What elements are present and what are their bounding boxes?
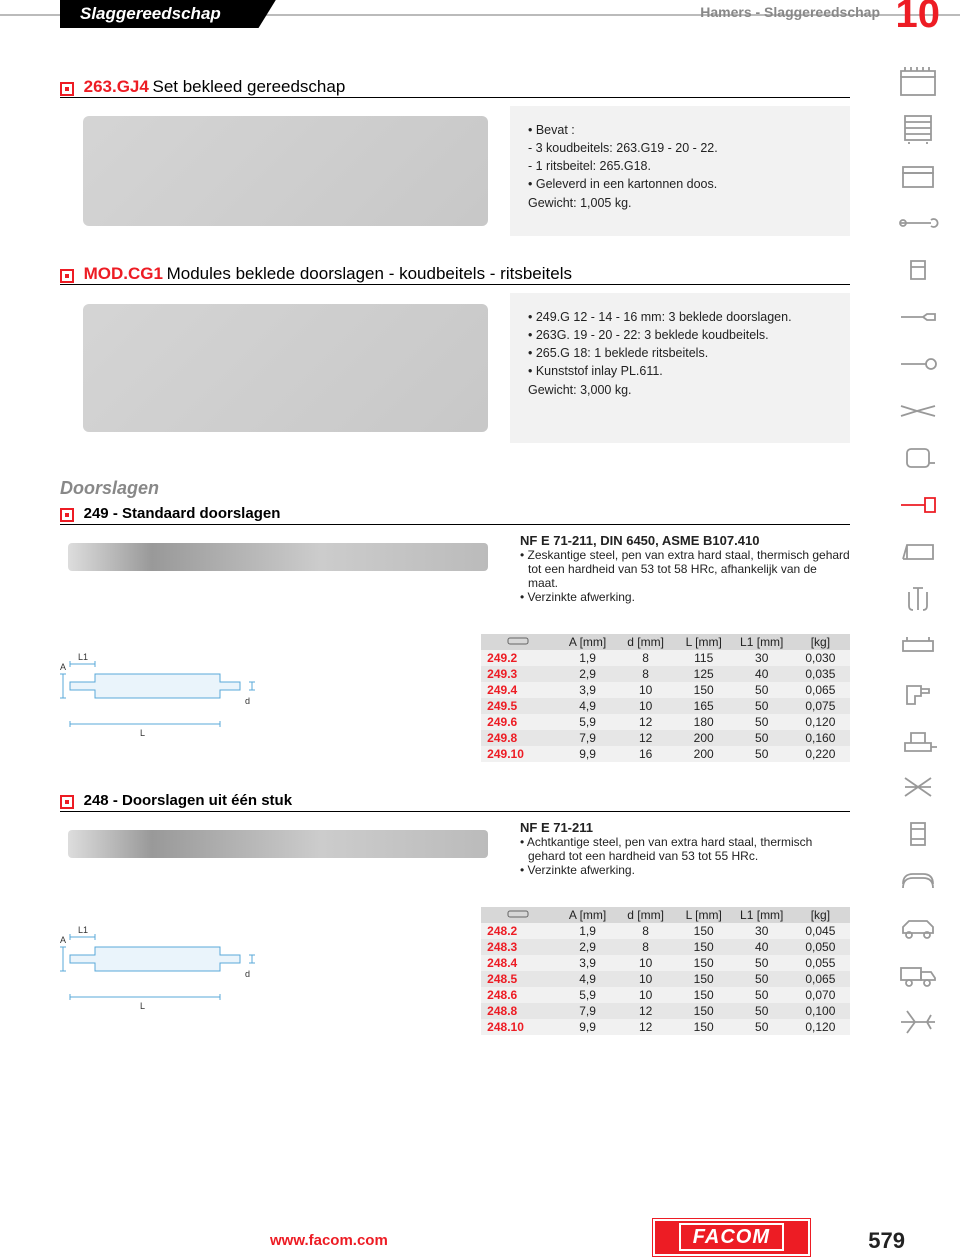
svg-text:d: d bbox=[245, 696, 250, 706]
ratchet-icon[interactable] bbox=[897, 347, 939, 381]
table-row: 248.32,98150400,050 bbox=[481, 939, 850, 955]
cabinet-icon[interactable] bbox=[897, 112, 939, 146]
product-name: Set bekleed gereedschap bbox=[152, 77, 345, 96]
footer-url[interactable]: www.facom.com bbox=[270, 1232, 388, 1249]
table-row: 249.109,916200500,220 bbox=[481, 746, 850, 762]
chapter-number: 10 bbox=[896, 0, 941, 37]
category-sidebar bbox=[888, 65, 948, 1039]
product-code: MOD.CG1 bbox=[84, 264, 163, 283]
relay-icon[interactable] bbox=[897, 817, 939, 851]
table-row: 248.87,912150500,100 bbox=[481, 1003, 850, 1019]
section-263gj4: 263.GJ4 Set bekleed gereedschap • Bevat … bbox=[60, 77, 850, 236]
puller-icon[interactable] bbox=[897, 582, 939, 616]
saw-icon[interactable] bbox=[897, 535, 939, 569]
svg-text:A: A bbox=[60, 935, 66, 945]
wrench-icon[interactable] bbox=[897, 206, 939, 240]
pliers-icon[interactable] bbox=[897, 394, 939, 428]
product-image bbox=[60, 106, 510, 236]
impact-icon[interactable] bbox=[897, 676, 939, 710]
product-name: Modules beklede doorslagen - koudbeitels… bbox=[167, 264, 572, 283]
table-row: 249.87,912200500,160 bbox=[481, 730, 850, 746]
table-row: 248.21,98150300,045 bbox=[481, 923, 850, 939]
svg-text:d: d bbox=[245, 969, 250, 979]
dimension-diagram: L1 A d L bbox=[60, 634, 261, 747]
svg-text:L: L bbox=[140, 1001, 145, 1011]
product-image bbox=[60, 820, 520, 877]
tape-icon[interactable] bbox=[897, 441, 939, 475]
toolbox-icon[interactable] bbox=[897, 65, 939, 99]
page-number: 579 bbox=[868, 1228, 905, 1254]
section-icon bbox=[60, 508, 74, 522]
breadcrumb: Hamers - Slaggereedschap bbox=[700, 4, 880, 20]
table-row: 248.54,910150500,065 bbox=[481, 971, 850, 987]
product-specs: NF E 71-211, DIN 6450, ASME B107.410 • Z… bbox=[520, 533, 850, 604]
section-group-heading: Doorslagen bbox=[60, 478, 850, 499]
vise-icon[interactable] bbox=[897, 723, 939, 757]
spec-table-248: A [mm] d [mm] L [mm] L1 [mm] [kg] 248.21… bbox=[481, 907, 850, 1035]
product-description: • Bevat : - 3 koudbeitels: 263.G19 - 20 … bbox=[510, 106, 850, 236]
dimension-diagram: L1 A d L bbox=[60, 907, 261, 1020]
svg-text:L1: L1 bbox=[78, 925, 88, 935]
page-footer: www.facom.com FACOM 579 bbox=[0, 1220, 960, 1260]
table-row: 248.109,912150500,120 bbox=[481, 1019, 850, 1035]
section-icon bbox=[60, 269, 74, 283]
table-row: 249.54,910165500,075 bbox=[481, 698, 850, 714]
section-modcg1: MOD.CG1 Modules beklede doorslagen - kou… bbox=[60, 264, 850, 443]
case-icon[interactable] bbox=[897, 159, 939, 193]
table-row: 249.32,98125400,035 bbox=[481, 666, 850, 682]
section-icon bbox=[60, 795, 74, 809]
product-description: • 249.G 12 - 14 - 16 mm: 3 beklede doors… bbox=[510, 293, 850, 443]
product-code: 263.GJ4 bbox=[84, 77, 149, 96]
svg-text:A: A bbox=[60, 662, 66, 672]
spec-table-249: A [mm] d [mm] L [mm] L1 [mm] [kg] 249.21… bbox=[481, 634, 850, 762]
subsection-248: 248 - Doorslagen uit één stuk bbox=[60, 792, 850, 812]
product-specs: NF E 71-211 • Achtkantige steel, pen van… bbox=[520, 820, 850, 877]
table-row: 249.43,910150500,065 bbox=[481, 682, 850, 698]
table-row: 248.65,910150500,070 bbox=[481, 987, 850, 1003]
screwdriver-icon[interactable] bbox=[897, 300, 939, 334]
subsection-249: 249 - Standaard doorslagen bbox=[60, 505, 850, 525]
socket-icon[interactable] bbox=[897, 253, 939, 287]
svg-text:L1: L1 bbox=[78, 652, 88, 662]
page-header: Slaggereedschap Hamers - Slaggereedschap… bbox=[0, 0, 960, 32]
product-image bbox=[60, 533, 520, 604]
table-row: 249.65,912180500,120 bbox=[481, 714, 850, 730]
hammer-icon[interactable] bbox=[897, 488, 939, 522]
product-image bbox=[60, 293, 510, 443]
spark-icon[interactable] bbox=[897, 770, 939, 804]
category-tab: Slaggereedschap bbox=[60, 0, 276, 28]
hose-icon[interactable] bbox=[897, 864, 939, 898]
table-row: 248.43,910150500,055 bbox=[481, 955, 850, 971]
car-icon[interactable] bbox=[897, 911, 939, 945]
svg-text:L: L bbox=[140, 728, 145, 738]
brand-logo: FACOM bbox=[653, 1219, 810, 1256]
section-icon bbox=[60, 82, 74, 96]
table-row: 249.21,98115300,030 bbox=[481, 650, 850, 666]
truck-icon[interactable] bbox=[897, 958, 939, 992]
plane-icon[interactable] bbox=[897, 1005, 939, 1039]
electric-icon[interactable] bbox=[897, 629, 939, 663]
